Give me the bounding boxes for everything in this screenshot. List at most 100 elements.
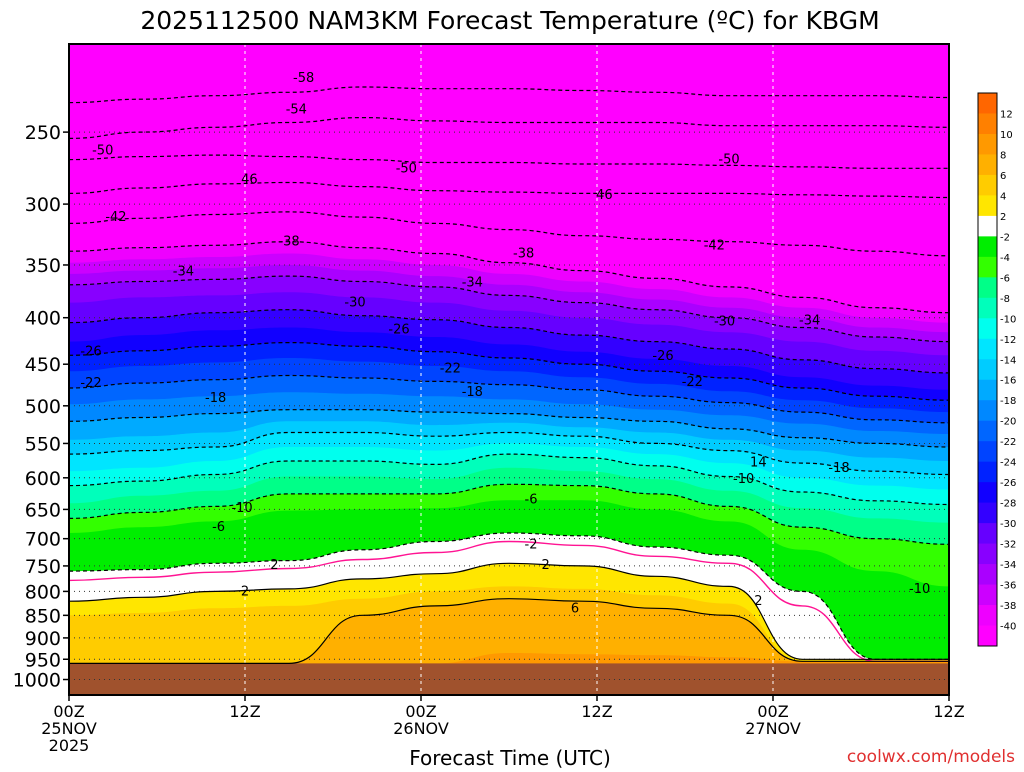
colorbar-swatch <box>978 482 997 504</box>
colorbar-label: -8 <box>1000 294 1010 305</box>
contour-label: -26 <box>388 322 409 337</box>
contour-0 <box>69 540 949 662</box>
contour-label: -22 <box>80 376 101 391</box>
contour-label: -18 <box>462 385 483 400</box>
contour-label: -34 <box>799 314 820 329</box>
contour-label: 2 <box>542 558 550 573</box>
y-tick-label: 600 <box>25 468 61 490</box>
y-tick-label: 950 <box>25 649 61 671</box>
colorbar-legend: 12 10 8 6 4 2 -2 -4 -6 -8 -10 -12 -14 -16 -18 -20 -22 -24… <box>977 92 1016 647</box>
contour--2 <box>69 532 949 660</box>
y-tick-label: 900 <box>25 628 61 650</box>
grid-lines <box>69 44 949 695</box>
x-tick-label: 25NOV <box>41 719 97 738</box>
colorbar-label: -10 <box>1000 314 1016 325</box>
colorbar-swatch <box>978 297 997 319</box>
colorbar-swatch <box>978 93 997 114</box>
contour-label: 2 <box>754 594 762 609</box>
colorbar-label: -18 <box>1000 396 1016 407</box>
contour--10 <box>69 453 949 506</box>
colorbar-swatch <box>978 400 997 422</box>
contour-label: 46 <box>596 188 613 203</box>
contour--22 <box>69 374 949 424</box>
colorbar-swatch <box>978 564 997 586</box>
contour-label: -42 <box>704 238 725 253</box>
colorbar-label: -30 <box>1000 519 1016 530</box>
colorbar-label: 8 <box>1000 150 1006 161</box>
contour-label: -50 <box>396 161 417 176</box>
contour-label: -42 <box>105 210 126 225</box>
colorbar-swatch <box>978 584 997 606</box>
contour-label: -38 <box>278 235 299 250</box>
contour-label: -30 <box>344 296 365 311</box>
contour-label: -58 <box>293 71 314 86</box>
contour-label: -38 <box>513 247 534 262</box>
colorbar-swatch <box>978 236 997 258</box>
colorbar-swatch <box>978 113 997 135</box>
colorbar-label: -12 <box>1000 335 1016 346</box>
colorbar-swatch <box>978 195 997 217</box>
colorbar-label: -22 <box>1000 437 1016 448</box>
colorbar-label: 12 <box>1000 109 1013 120</box>
colorbar-swatch <box>978 502 997 524</box>
contour-label: 6 <box>571 601 579 616</box>
contour-label: -22 <box>440 362 461 377</box>
colorbar-label: -32 <box>1000 540 1016 551</box>
colorbar-label: 2 <box>1000 212 1006 223</box>
contour-label: 14 <box>750 455 767 470</box>
y-tick-label: 500 <box>25 396 61 418</box>
x-tick-label: 00Z <box>53 702 84 721</box>
contour-label: -22 <box>682 375 703 390</box>
colorbar-label: -4 <box>1000 253 1010 264</box>
contour--34 <box>69 275 949 343</box>
colorbar-frame <box>977 92 998 647</box>
y-tick-label: 800 <box>25 581 61 603</box>
y-tick-label: 350 <box>25 255 61 277</box>
colorbar-label: -6 <box>1000 273 1010 284</box>
colorbar-label: 4 <box>1000 191 1006 202</box>
colorbar-label: 6 <box>1000 171 1006 182</box>
colorbar-swatch <box>978 174 997 196</box>
contour-label: -18 <box>828 461 849 476</box>
colorbar-swatch <box>978 277 997 299</box>
contour-label: -6 <box>212 520 225 535</box>
x-tick-label: 2025 <box>49 736 90 755</box>
contour-label: -50 <box>718 153 739 168</box>
colorbar-swatch <box>978 256 997 278</box>
contour--46 <box>69 181 949 199</box>
contour-label: 2 <box>241 584 249 599</box>
contour-label: -26 <box>80 345 101 360</box>
contour--30 <box>69 309 949 374</box>
colorbar-swatch <box>978 543 997 565</box>
contour-6 <box>69 598 949 665</box>
colorbar-swatch <box>978 318 997 340</box>
colorbar-label: -34 <box>1000 560 1016 571</box>
colorbar-swatch <box>978 133 997 155</box>
contour-label: -30 <box>714 315 735 330</box>
y-tick-label: 1000 <box>13 670 61 692</box>
temperature-fill-bands <box>69 44 949 695</box>
colorbar-swatch <box>978 441 997 463</box>
x-tick-label: 27NOV <box>745 719 801 738</box>
contour--26 <box>69 341 949 401</box>
colorbar-swatch <box>978 379 997 401</box>
colorbar-label: -26 <box>1000 478 1016 489</box>
colorbar-label: -24 <box>1000 458 1016 469</box>
y-tick-label: 550 <box>25 433 61 455</box>
contour-label: -10 <box>231 501 252 516</box>
contour--42 <box>69 211 949 257</box>
y-tick-label: 250 <box>25 122 61 144</box>
x-tick-label: 12Z <box>229 702 260 721</box>
contour-label: -54 <box>286 102 307 117</box>
y-tick-label: 750 <box>25 556 61 578</box>
colorbar-label: -38 <box>1000 601 1016 612</box>
contour-2 <box>69 562 949 660</box>
colorbar-swatch <box>978 461 997 483</box>
y-tick-label: 850 <box>25 605 61 627</box>
contour-label: -50 <box>92 144 113 159</box>
watermark: coolwx.com/models <box>847 747 1015 767</box>
colorbar-swatch <box>978 338 997 360</box>
contour-label: -18 <box>205 391 226 406</box>
